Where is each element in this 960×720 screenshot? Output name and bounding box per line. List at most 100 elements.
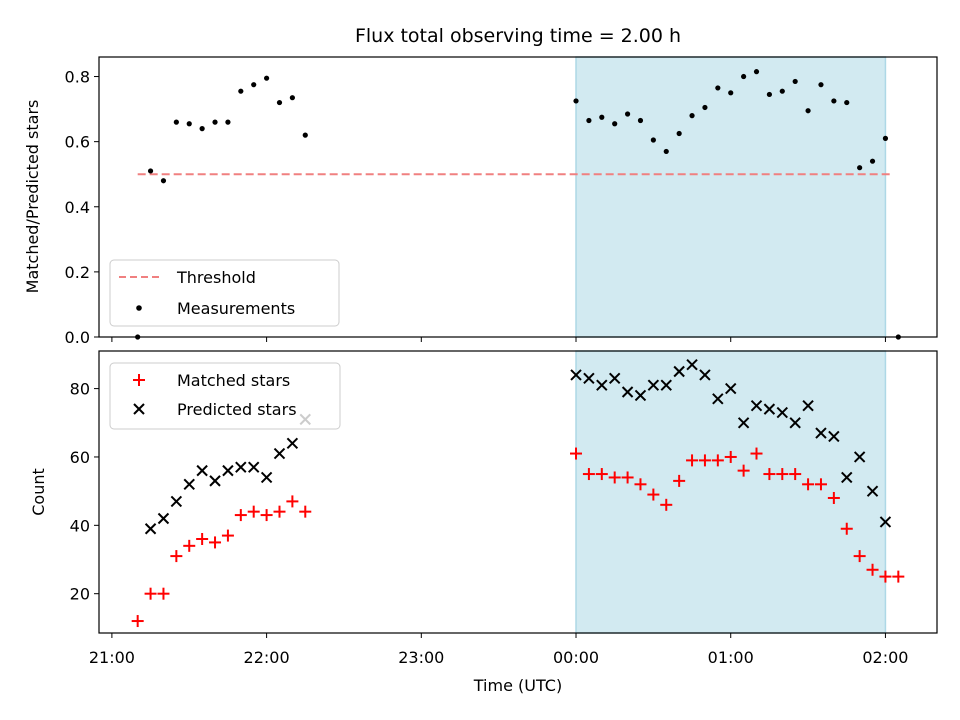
predicted-star-point — [608, 372, 621, 385]
legend-measurements-swatch — [136, 305, 142, 311]
predicted-star-point — [712, 393, 724, 405]
count-y-axis-label: Count — [29, 468, 48, 516]
measurement-point — [289, 95, 295, 101]
predicted-star-point — [209, 475, 221, 487]
legend-predicted-swatch — [133, 403, 145, 415]
legend-matched-swatch — [133, 374, 145, 386]
predicted-star-point — [725, 382, 737, 395]
measurement-points — [135, 69, 901, 340]
matched-star-point — [157, 587, 170, 600]
x-tick-label: 02:00 — [862, 648, 908, 667]
matched-star-point — [737, 464, 750, 477]
measurement-point — [624, 111, 631, 117]
matched-star-point — [634, 478, 647, 491]
matched-star-point — [750, 447, 763, 460]
measurement-point — [663, 148, 669, 155]
predicted-star-point — [776, 406, 788, 419]
predicted-star-point — [763, 403, 776, 415]
measurement-point — [818, 82, 824, 88]
measurement-point — [715, 85, 721, 91]
y-tick-label: 60 — [70, 448, 90, 467]
measurement-point — [573, 98, 579, 104]
matched-star-point — [866, 563, 879, 576]
observing-window-span — [575, 350, 887, 634]
predicted-star-point — [866, 485, 879, 497]
measurement-point — [160, 178, 167, 184]
predicted-star-point — [621, 386, 634, 398]
measurement-point — [869, 158, 876, 164]
measurement-point — [831, 98, 837, 104]
predicted-star-point — [570, 369, 582, 381]
matched-star-point — [763, 468, 776, 481]
predicted-star-point — [802, 399, 814, 412]
measurement-point — [212, 119, 218, 125]
predicted-star-point — [583, 372, 595, 385]
matched-star-point — [853, 550, 866, 563]
predicted-star-point — [196, 464, 208, 477]
count-legend-box — [109, 362, 341, 430]
measurement-point — [650, 137, 656, 143]
predicted-star-point — [815, 427, 827, 439]
predicted-star-point — [222, 464, 234, 477]
matched-star-point — [711, 454, 724, 467]
matched-star-point — [608, 471, 621, 484]
x-tick-label: 22:00 — [244, 648, 290, 667]
measurement-point — [225, 119, 231, 125]
y-tick-label: 80 — [70, 380, 90, 399]
measurement-point — [766, 91, 773, 98]
measurement-point — [173, 119, 179, 125]
predicted-star-point — [260, 471, 273, 484]
matched-star-point — [273, 505, 286, 518]
measurement-point — [599, 114, 605, 120]
measurement-point — [302, 132, 308, 138]
legend-threshold-label: Threshold — [176, 268, 256, 287]
legend-matched-label: Matched stars — [177, 371, 290, 390]
measurement-point — [792, 78, 798, 85]
matched-star-point — [660, 498, 673, 511]
y-tick-label: 40 — [70, 516, 90, 535]
measurement-point — [728, 90, 734, 96]
ratio-x-ticks — [111, 337, 886, 342]
measurement-point — [186, 121, 192, 127]
measurement-point — [264, 75, 270, 81]
y-tick-label: 0.8 — [65, 68, 90, 87]
legend-measurements-label: Measurements — [177, 299, 295, 318]
x-tick-label: 23:00 — [398, 648, 444, 667]
matched-star-point — [776, 468, 789, 481]
matched-star-point — [299, 505, 312, 518]
matched-star-point — [724, 450, 737, 463]
measurement-point — [276, 99, 283, 106]
predicted-star-point — [273, 447, 286, 460]
matched-star-point — [286, 495, 299, 508]
ratio-panel: 0.00.20.40.60.8 Matched/Predicted stars … — [23, 56, 938, 347]
chart-title: Flux total observing time = 2.00 h — [355, 25, 681, 47]
y-tick-label: 0.6 — [65, 133, 90, 152]
y-tick-label: 0.2 — [65, 263, 90, 282]
measurement-point — [689, 113, 695, 119]
measurement-point — [199, 126, 205, 132]
matched-star-point — [234, 509, 247, 522]
count-x-ticks: 21:00 22:00 23:00 00:00 01:00 02:00 — [89, 633, 908, 667]
y-tick-label: 0.0 — [65, 328, 90, 347]
predicted-star-point — [248, 461, 260, 473]
measurement-point — [612, 121, 618, 127]
matched-star-point — [879, 570, 892, 583]
matched-star-point — [247, 505, 260, 518]
measurement-point — [637, 117, 644, 124]
matched-star-point — [698, 454, 711, 467]
matched-star-point — [621, 471, 634, 484]
matched-star-point — [840, 522, 853, 535]
predicted-star-point — [737, 417, 750, 429]
predicted-star-point — [841, 471, 853, 484]
ratio-y-axis-label: Matched/Predicted stars — [23, 100, 42, 294]
count-axes-frame — [98, 350, 938, 634]
measurement-point — [882, 135, 889, 141]
measurement-point — [753, 69, 760, 75]
measurement-point — [147, 168, 154, 174]
matched-star-point — [221, 529, 234, 542]
matched-star-point — [196, 533, 209, 545]
predicted-star-point — [634, 389, 647, 402]
matched-star-point — [582, 468, 595, 481]
predicted-star-point — [686, 358, 698, 371]
